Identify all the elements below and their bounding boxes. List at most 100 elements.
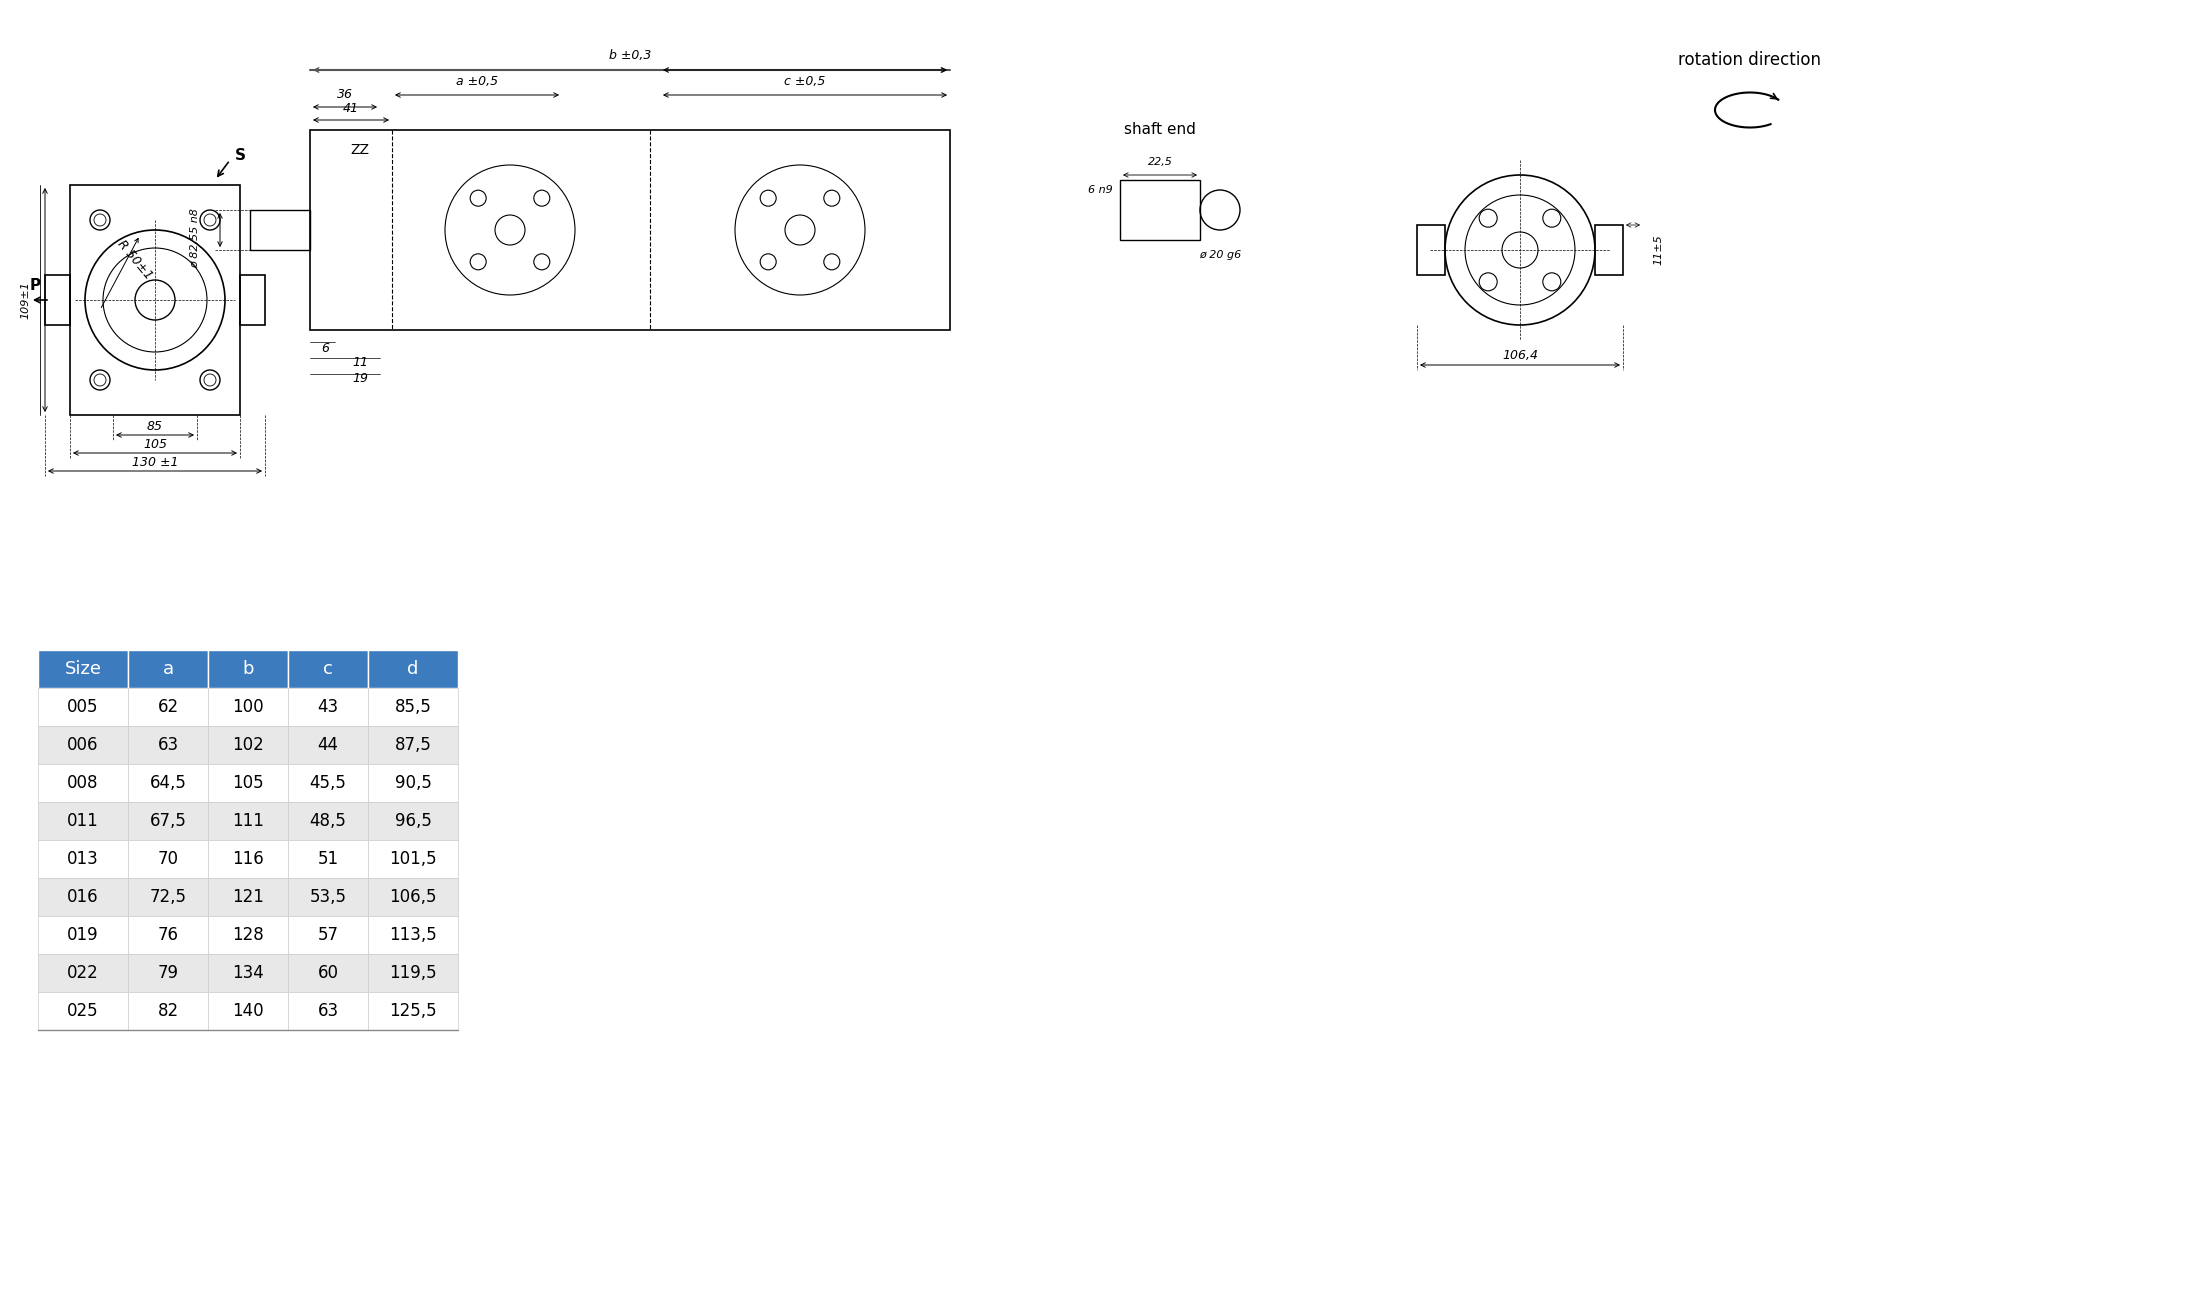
- Bar: [37, 915, 127, 955]
- Text: 51: 51: [318, 850, 338, 868]
- Bar: [208, 840, 287, 878]
- Text: ø 82,55 n8: ø 82,55 n8: [191, 209, 199, 267]
- Text: 101,5: 101,5: [390, 850, 436, 868]
- Bar: [368, 840, 458, 878]
- Text: 022: 022: [68, 964, 99, 982]
- Bar: [127, 649, 208, 689]
- Bar: [37, 802, 127, 840]
- Bar: [1416, 226, 1445, 275]
- Text: d: d: [408, 660, 419, 678]
- Text: 70: 70: [158, 850, 178, 868]
- Text: S: S: [235, 147, 246, 163]
- Text: 64,5: 64,5: [149, 775, 186, 792]
- Text: shaft end: shaft end: [1124, 123, 1197, 137]
- Text: 36: 36: [338, 89, 353, 102]
- Text: ø 20 g6: ø 20 g6: [1199, 250, 1241, 259]
- Text: 100: 100: [232, 698, 263, 716]
- Text: 140: 140: [232, 1001, 263, 1020]
- Text: R 50±1: R 50±1: [114, 237, 156, 282]
- Bar: [127, 689, 208, 726]
- Text: 19: 19: [353, 372, 368, 385]
- Bar: [208, 802, 287, 840]
- Text: 76: 76: [158, 926, 178, 944]
- Text: 013: 013: [68, 850, 99, 868]
- Bar: [208, 726, 287, 764]
- Text: 113,5: 113,5: [390, 926, 436, 944]
- Bar: [127, 992, 208, 1030]
- Text: b: b: [243, 660, 254, 678]
- Bar: [368, 802, 458, 840]
- Text: 22,5: 22,5: [1149, 156, 1173, 167]
- Text: 90,5: 90,5: [395, 775, 432, 792]
- Text: 60: 60: [318, 964, 338, 982]
- Text: 85,5: 85,5: [395, 698, 432, 716]
- Bar: [37, 955, 127, 992]
- Bar: [208, 915, 287, 955]
- Bar: [287, 764, 368, 802]
- Text: 6 n9: 6 n9: [1087, 185, 1111, 196]
- Text: b ±0,3: b ±0,3: [609, 48, 651, 61]
- Text: 106,5: 106,5: [390, 888, 436, 906]
- Text: 105: 105: [142, 438, 167, 451]
- Text: c: c: [322, 660, 333, 678]
- Bar: [127, 764, 208, 802]
- Bar: [287, 878, 368, 915]
- Bar: [208, 649, 287, 689]
- Text: 130 ±1: 130 ±1: [132, 456, 178, 469]
- Text: 019: 019: [68, 926, 99, 944]
- Text: 96,5: 96,5: [395, 812, 432, 831]
- Text: 121: 121: [232, 888, 263, 906]
- Text: 57: 57: [318, 926, 338, 944]
- Bar: [287, 649, 368, 689]
- Text: a ±0,5: a ±0,5: [456, 76, 498, 89]
- Bar: [287, 802, 368, 840]
- Bar: [37, 840, 127, 878]
- Bar: [37, 689, 127, 726]
- Bar: [127, 955, 208, 992]
- Text: 87,5: 87,5: [395, 735, 432, 754]
- Bar: [287, 915, 368, 955]
- Bar: [208, 992, 287, 1030]
- Bar: [287, 992, 368, 1030]
- Bar: [70, 185, 239, 415]
- Text: 72,5: 72,5: [149, 888, 186, 906]
- Bar: [127, 840, 208, 878]
- Bar: [46, 275, 70, 325]
- Bar: [368, 992, 458, 1030]
- Text: 62: 62: [158, 698, 178, 716]
- Text: a: a: [162, 660, 173, 678]
- Bar: [127, 726, 208, 764]
- Text: 008: 008: [68, 775, 99, 792]
- Text: ZZ: ZZ: [351, 143, 370, 156]
- Bar: [208, 955, 287, 992]
- Text: 45,5: 45,5: [309, 775, 346, 792]
- Text: 016: 016: [68, 888, 99, 906]
- Text: 111: 111: [232, 812, 263, 831]
- Bar: [368, 726, 458, 764]
- Text: 43: 43: [318, 698, 338, 716]
- Bar: [208, 764, 287, 802]
- Text: c ±0,5: c ±0,5: [785, 76, 826, 89]
- Text: 116: 116: [232, 850, 263, 868]
- Text: 6: 6: [320, 342, 329, 355]
- Bar: [37, 878, 127, 915]
- Bar: [287, 726, 368, 764]
- Bar: [1120, 180, 1199, 240]
- Text: 41: 41: [342, 102, 359, 115]
- Text: P: P: [28, 278, 42, 292]
- Bar: [37, 726, 127, 764]
- Text: 109±1: 109±1: [20, 282, 31, 319]
- Text: 44: 44: [318, 735, 338, 754]
- Bar: [127, 802, 208, 840]
- Bar: [287, 955, 368, 992]
- Bar: [127, 878, 208, 915]
- Text: 025: 025: [68, 1001, 99, 1020]
- Text: 005: 005: [68, 698, 99, 716]
- Text: 63: 63: [318, 1001, 338, 1020]
- Text: 011: 011: [68, 812, 99, 831]
- Text: rotation direction: rotation direction: [1679, 51, 1822, 69]
- Bar: [239, 275, 265, 325]
- Text: 82: 82: [158, 1001, 178, 1020]
- Text: 67,5: 67,5: [149, 812, 186, 831]
- Text: 85: 85: [147, 420, 162, 433]
